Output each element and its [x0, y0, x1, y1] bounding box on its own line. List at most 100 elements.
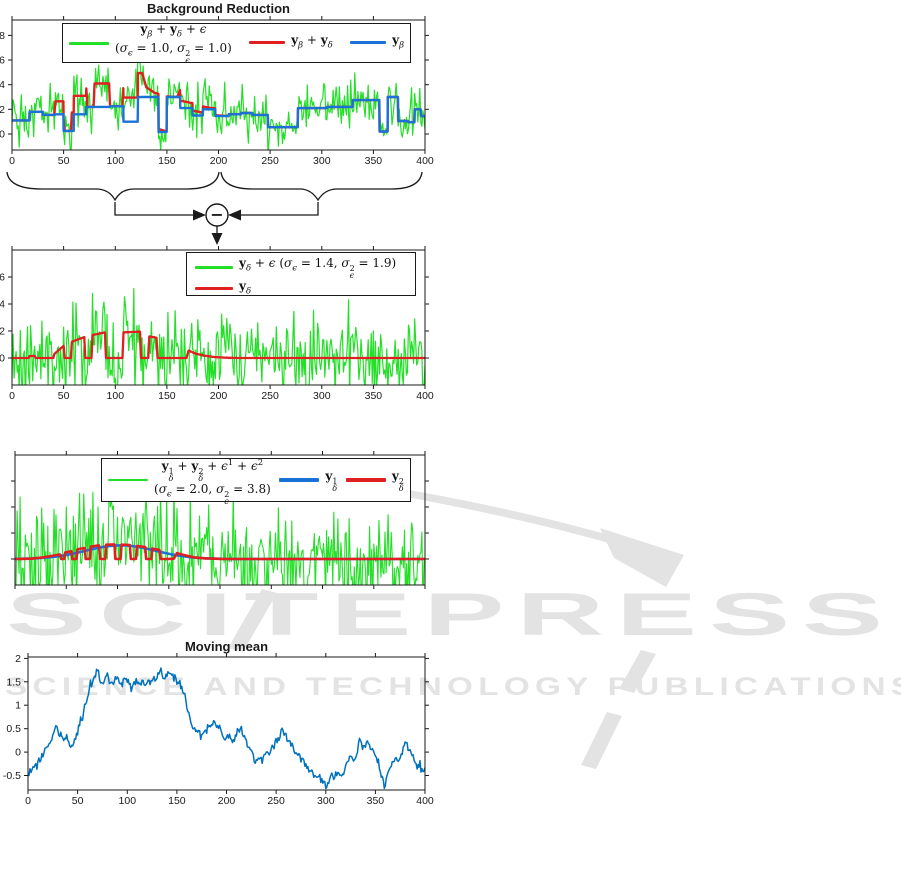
plot1-title: Background Reduction — [146, 1, 290, 16]
legend-text: + — [173, 458, 192, 473]
y-tick-label: 0 — [0, 129, 5, 141]
x-tick-label: 200 — [218, 795, 236, 807]
legend-label-line: yβ — [392, 33, 404, 52]
series-y_delta_2 — [15, 543, 425, 561]
axis-box — [27, 656, 426, 791]
right-brace — [220, 171, 423, 202]
x-tick-label: 150 — [158, 155, 176, 167]
legend-text: + — [203, 458, 222, 473]
y-tick-label: 0 — [15, 747, 21, 759]
x-tick-label: 250 — [261, 390, 279, 402]
legend-label-line: yδ — [239, 279, 251, 298]
legend-line-sample — [108, 479, 148, 481]
legend-text: + — [251, 256, 269, 270]
legend-entry: yδ — [195, 279, 251, 298]
legend-text: = 3.8) — [229, 481, 271, 496]
legend-text: ( — [275, 256, 285, 270]
legend-math-symbol: σϵ — [119, 41, 133, 59]
watermark-wordmark: SCITEPRESS — [6, 581, 896, 648]
legend-text: = 1.4, — [297, 256, 342, 270]
plot-area-delta-after-subtraction — [12, 288, 425, 385]
series-y_delta — [12, 330, 425, 360]
x-tick-label: 100 — [107, 390, 125, 402]
x-tick-label: 300 — [313, 155, 331, 167]
y-tick-label: 6 — [0, 272, 5, 284]
legend-math-symbol: yδ — [169, 21, 183, 40]
x-tick-label: 250 — [267, 795, 285, 807]
x-tick-label: 50 — [72, 795, 84, 807]
arrowhead-left-icon — [228, 209, 241, 221]
legend-line-sample — [279, 478, 320, 482]
series-moving_mean — [28, 667, 425, 790]
plot4-title: Moving mean — [184, 639, 269, 654]
series-y_delta1_plus_y_delta2_plus_eps1_plus_eps2 — [15, 477, 425, 585]
legend-label-line: yβ + yδ + ϵ — [140, 22, 206, 41]
left-brace — [6, 171, 220, 202]
legend-text: = 1.0) — [190, 41, 232, 56]
legend-text: = 1.0, — [132, 41, 178, 56]
x-tick-label: 350 — [365, 155, 383, 167]
legend-math-symbol: ϵ1 — [221, 457, 234, 473]
arrowhead-down-icon — [211, 233, 223, 245]
y-tick-label: 0 — [0, 353, 5, 365]
y-tick-label: 2 — [15, 653, 21, 665]
legend-label-line: yβ + yδ — [291, 33, 333, 52]
subtraction-diagram: − — [6, 171, 423, 245]
legend-math-symbol: yδ — [239, 279, 252, 297]
x-tick-label: 0 — [9, 155, 15, 167]
y-tick-label: 4 — [0, 79, 5, 91]
arrowhead-right-icon — [193, 209, 206, 221]
legend-text: ( — [115, 41, 120, 56]
x-tick-label: 200 — [210, 155, 228, 167]
x-tick-label: 50 — [58, 155, 70, 167]
x-tick-label: 400 — [416, 155, 434, 167]
legend-text: + — [152, 21, 170, 36]
plot-area-background-reduction — [12, 47, 425, 150]
y-tick-label: 6 — [0, 55, 5, 67]
legend-math-symbol: σϵ — [158, 481, 172, 499]
legend-text: + — [303, 33, 321, 48]
legend-math-symbol: ϵ — [199, 21, 207, 36]
plot-area-moving-mean — [28, 667, 425, 790]
x-tick-label: 150 — [158, 390, 176, 402]
legend-label: yβ — [392, 33, 404, 52]
x-tick-label: 400 — [416, 390, 434, 402]
y-tick-label: 2 — [0, 104, 5, 116]
x-tick-label: 50 — [58, 390, 70, 402]
legend-text: ( — [154, 481, 159, 496]
series-y_beta — [12, 95, 425, 134]
x-tick-label: 350 — [365, 390, 383, 402]
legend-entry: yβ + yδ — [249, 33, 333, 52]
x-tick-label: 250 — [261, 155, 279, 167]
y-tick-label: 2 — [0, 326, 5, 338]
legend-line-sample — [249, 41, 286, 45]
legend-math-symbol: yδ — [320, 33, 333, 51]
y-tick-label: 4 — [0, 299, 5, 311]
legend-text: + — [233, 458, 252, 473]
subtraction-node — [205, 203, 229, 227]
minus-operator-icon: − — [210, 205, 223, 224]
x-tick-label: 100 — [107, 155, 125, 167]
y-tick-label: 8 — [0, 30, 5, 42]
legend-label: yβ + yδ — [291, 33, 333, 52]
